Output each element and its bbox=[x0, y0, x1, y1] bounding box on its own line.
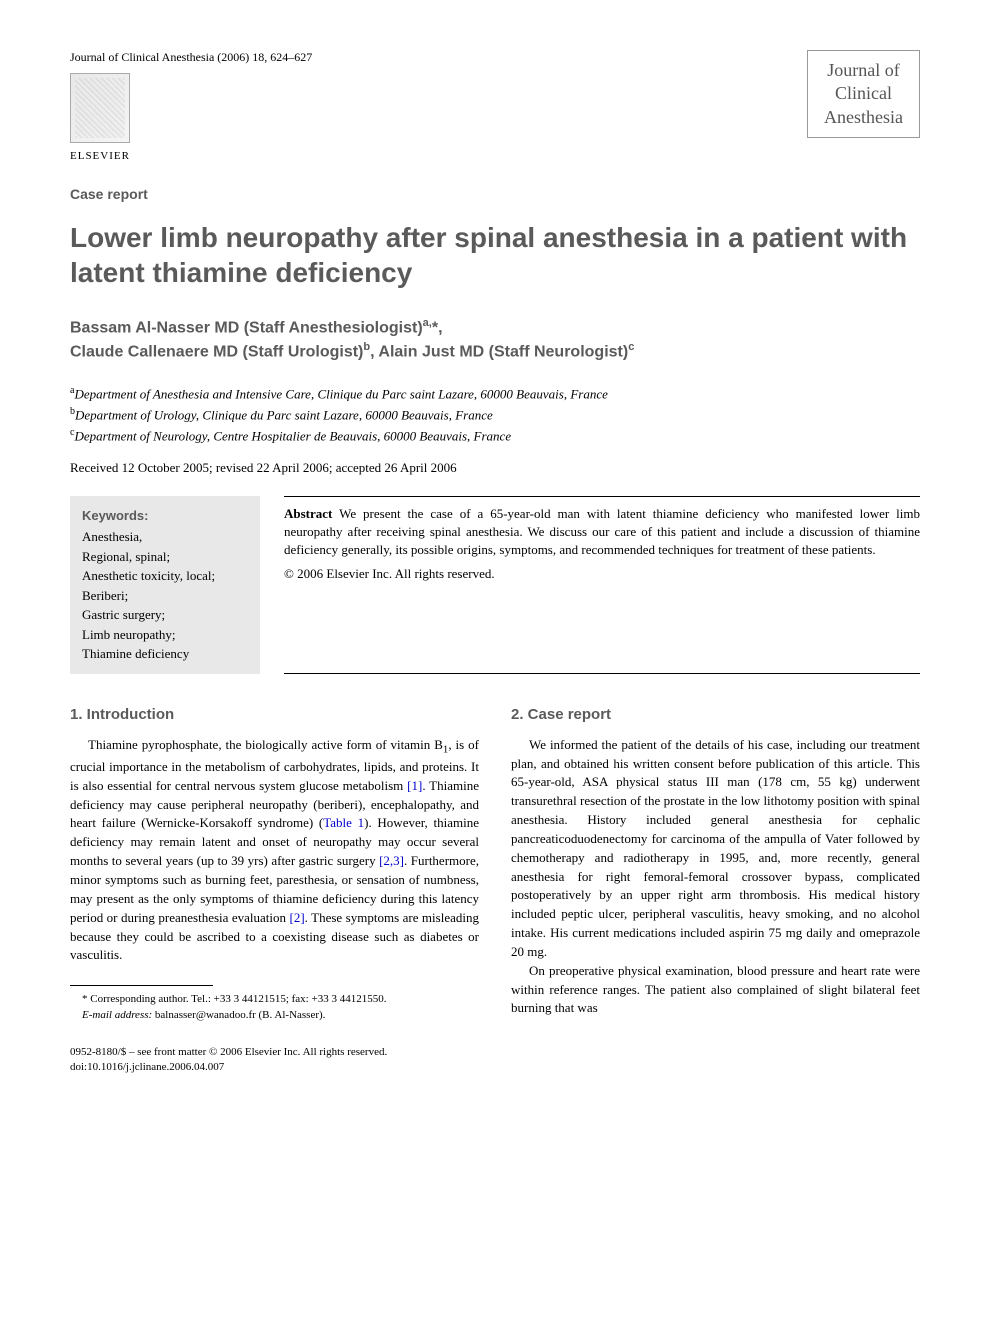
abstract-label: Abstract bbox=[284, 506, 332, 521]
reference-link-1[interactable]: [1] bbox=[407, 778, 422, 793]
body-columns: 1. Introduction Thiamine pyrophosphate, … bbox=[70, 704, 920, 1076]
affil-c-text: Department of Neurology, Centre Hospital… bbox=[74, 428, 511, 443]
case-paragraph-1: We informed the patient of the details o… bbox=[511, 736, 920, 962]
email-address: balnasser@wanadoo.fr (B. Al-Nasser). bbox=[152, 1009, 325, 1021]
affil-a-text: Department of Anesthesia and Intensive C… bbox=[74, 387, 607, 402]
author-1-affil-sup: a, bbox=[423, 317, 432, 329]
table-link-1[interactable]: Table 1 bbox=[323, 815, 364, 830]
intro-text-a: Thiamine pyrophosphate, the biologically… bbox=[88, 737, 443, 752]
affil-b-text: Department of Urology, Clinique du Parc … bbox=[75, 408, 493, 423]
journal-title-line3: Anesthesia bbox=[824, 106, 903, 129]
journal-title-box: Journal of Clinical Anesthesia bbox=[807, 50, 920, 138]
corresponding-author-footnote: * Corresponding author. Tel.: +33 3 4412… bbox=[70, 992, 479, 1007]
keyword-item: Gastric surgery; bbox=[82, 605, 248, 625]
journal-title-line1: Journal of bbox=[824, 59, 903, 82]
right-column: 2. Case report We informed the patient o… bbox=[511, 704, 920, 1076]
abstract-section: Keywords: Anesthesia, Regional, spinal; … bbox=[70, 496, 920, 674]
abstract-copyright: © 2006 Elsevier Inc. All rights reserved… bbox=[284, 565, 920, 583]
abstract-text: We present the case of a 65-year-old man… bbox=[284, 506, 920, 557]
reference-link-2[interactable]: [2] bbox=[290, 910, 305, 925]
affiliations: aDepartment of Anesthesia and Intensive … bbox=[70, 383, 920, 445]
keyword-item: Thiamine deficiency bbox=[82, 644, 248, 664]
header-left: Journal of Clinical Anesthesia (2006) 18… bbox=[70, 50, 312, 162]
keyword-item: Beriberi; bbox=[82, 586, 248, 606]
publisher-name: ELSEVIER bbox=[70, 150, 312, 162]
footer-info: 0952-8180/$ – see front matter © 2006 El… bbox=[70, 1045, 479, 1076]
affiliation-c: cDepartment of Neurology, Centre Hospita… bbox=[70, 425, 920, 446]
keyword-item: Regional, spinal; bbox=[82, 547, 248, 567]
affiliation-a: aDepartment of Anesthesia and Intensive … bbox=[70, 383, 920, 404]
front-matter-line: 0952-8180/$ – see front matter © 2006 El… bbox=[70, 1045, 479, 1060]
keywords-box: Keywords: Anesthesia, Regional, spinal; … bbox=[70, 496, 260, 674]
article-dates: Received 12 October 2005; revised 22 Apr… bbox=[70, 460, 920, 476]
author-2: Claude Callenaere MD (Staff Urologist) bbox=[70, 343, 363, 360]
authors-list: Bassam Al-Nasser MD (Staff Anesthesiolog… bbox=[70, 316, 920, 363]
left-column: 1. Introduction Thiamine pyrophosphate, … bbox=[70, 704, 479, 1076]
introduction-heading: 1. Introduction bbox=[70, 704, 479, 726]
journal-title-line2: Clinical bbox=[824, 82, 903, 105]
intro-paragraph: Thiamine pyrophosphate, the biologically… bbox=[70, 736, 479, 966]
author-3-affil-sup: c bbox=[628, 341, 634, 353]
journal-reference: Journal of Clinical Anesthesia (2006) 18… bbox=[70, 50, 312, 65]
author-3: Alain Just MD (Staff Neurologist) bbox=[378, 343, 628, 360]
doi-line: doi:10.1016/j.jclinane.2006.04.007 bbox=[70, 1060, 479, 1075]
case-paragraph-2: On preoperative physical examination, bl… bbox=[511, 962, 920, 1019]
keywords-heading: Keywords: bbox=[82, 506, 248, 526]
email-label: E-mail address: bbox=[82, 1009, 152, 1021]
footnote-divider bbox=[70, 985, 213, 986]
abstract-box: Abstract We present the case of a 65-yea… bbox=[284, 496, 920, 674]
email-footnote: E-mail address: balnasser@wanadoo.fr (B.… bbox=[70, 1008, 479, 1023]
author-1-corr-star: *, bbox=[432, 319, 443, 336]
keyword-item: Limb neuropathy; bbox=[82, 625, 248, 645]
article-type: Case report bbox=[70, 186, 920, 202]
publisher-block: ELSEVIER bbox=[70, 73, 312, 162]
elsevier-tree-icon bbox=[70, 73, 130, 143]
page-header: Journal of Clinical Anesthesia (2006) 18… bbox=[70, 50, 920, 162]
article-title: Lower limb neuropathy after spinal anest… bbox=[70, 220, 920, 290]
keyword-item: Anesthetic toxicity, local; bbox=[82, 566, 248, 586]
keyword-item: Anesthesia, bbox=[82, 527, 248, 547]
author-1: Bassam Al-Nasser MD (Staff Anesthesiolog… bbox=[70, 319, 423, 336]
reference-link-2-3[interactable]: [2,3] bbox=[379, 853, 404, 868]
affiliation-b: bDepartment of Urology, Clinique du Parc… bbox=[70, 404, 920, 425]
case-report-heading: 2. Case report bbox=[511, 704, 920, 726]
